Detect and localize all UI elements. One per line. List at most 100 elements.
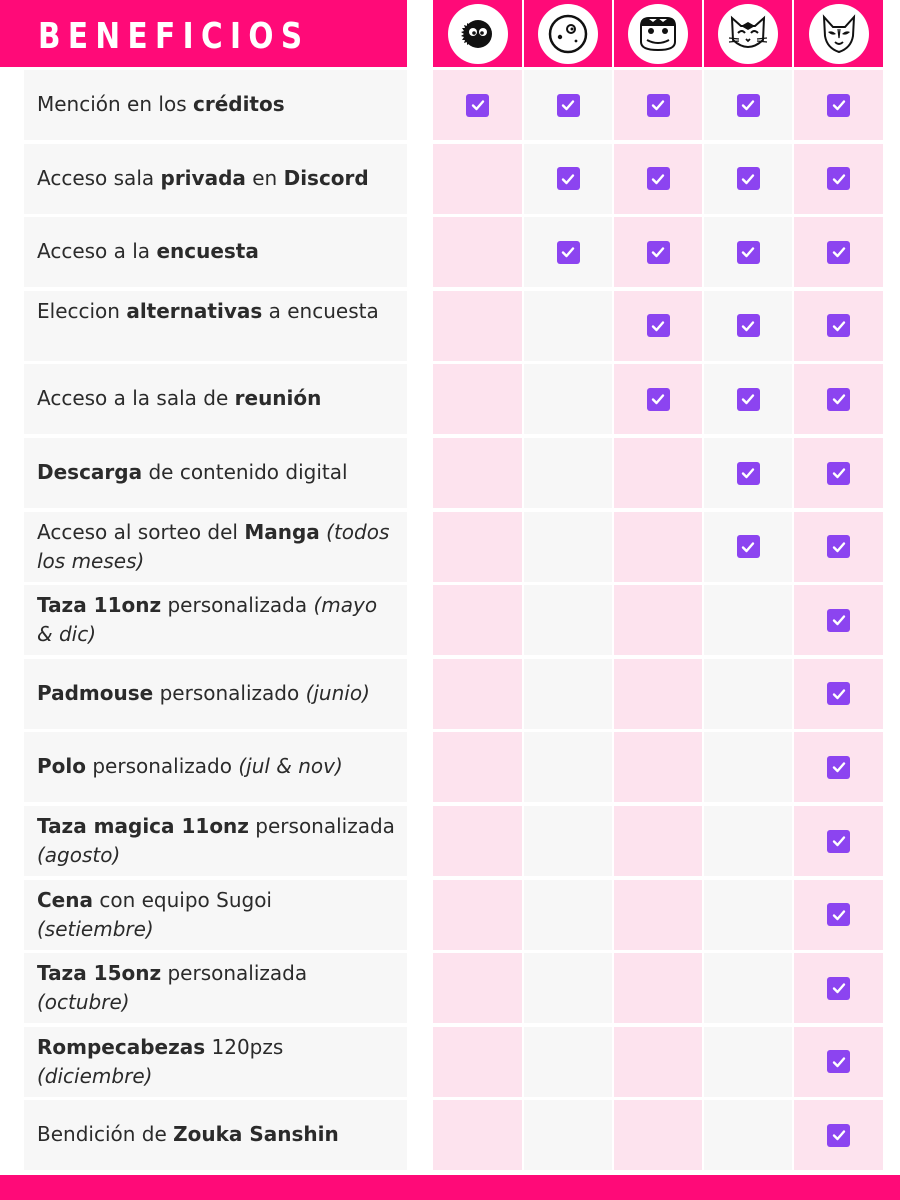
tier-cell <box>794 1100 883 1171</box>
tier-cell <box>704 1100 792 1171</box>
benefit-text-part: Zouka Sanshin <box>173 1122 339 1147</box>
tier-cell <box>704 511 792 582</box>
tier-cell <box>524 438 612 508</box>
tier-cell <box>433 364 522 435</box>
tier-cell <box>614 143 702 214</box>
benefit-text-part: alternativas <box>126 298 263 323</box>
tier-cell <box>524 1026 612 1097</box>
checkbox-checked-icon <box>736 314 760 338</box>
tier-cell <box>614 732 702 803</box>
checkbox-checked-icon <box>827 240 850 264</box>
tier-cell <box>794 585 883 656</box>
tier-cell <box>794 953 883 1024</box>
tier-cell <box>433 806 522 876</box>
benefit-text-part: Descarga <box>37 460 143 484</box>
benefit-text: Acceso al sorteo del Manga (todos los me… <box>37 518 395 576</box>
checkbox-checked-icon <box>466 93 489 117</box>
tier-cell <box>794 658 883 729</box>
tier-cell <box>704 879 792 950</box>
benefit-text-part: Taza magica 11onz <box>37 814 249 838</box>
benefit-text: Acceso a la sala de reunión <box>37 384 395 413</box>
tier-cell <box>433 658 522 729</box>
tier-cell <box>794 364 883 435</box>
tier-cell <box>433 217 522 288</box>
benefit-text: Taza 11onz personalizada (mayo & dic) <box>37 591 395 649</box>
tier-cell <box>524 585 612 656</box>
checkbox-checked-icon <box>646 167 670 191</box>
tier-cell <box>614 217 702 288</box>
checkbox-checked-icon <box>646 387 670 411</box>
tier-cell <box>614 438 702 508</box>
benefit-text-part: Acceso sala <box>37 165 161 190</box>
benefit-row-label: Acceso al sorteo del Manga (todos los me… <box>24 511 407 582</box>
tier-cell <box>704 585 792 656</box>
checkbox-checked-icon <box>736 387 760 411</box>
benefit-row-label: Acceso a la sala de reunión <box>24 364 407 435</box>
tier-cell <box>794 806 883 876</box>
tier-cell <box>704 806 792 876</box>
benefit-text: Taza magica 11onz personalizada (agosto) <box>37 812 395 870</box>
checkbox-checked-icon <box>646 314 670 338</box>
tier-cell <box>794 879 883 950</box>
benefit-row-label: Mención en los créditos <box>24 70 407 140</box>
frog-face-icon <box>628 4 688 64</box>
checkbox-checked-icon <box>827 755 850 779</box>
tier-cell <box>433 1100 522 1171</box>
benefit-text-part: Acceso a la sala de <box>37 386 235 411</box>
tier-cell <box>794 217 883 288</box>
benefit-text-part: (jul & nov) <box>238 754 343 779</box>
tier-cell <box>524 1100 612 1171</box>
checkbox-checked-icon <box>556 240 580 264</box>
benefit-text-part: (octubre) <box>37 990 130 1015</box>
checkbox-checked-icon <box>827 682 850 706</box>
benefit-text: Polo personalizado (jul & nov) <box>37 752 395 781</box>
benefit-text-part: (agosto) <box>37 843 121 867</box>
benefit-text: Padmouse personalizado (junio) <box>37 679 395 708</box>
benefit-row-label: Cena con equipo Sugoi (setiembre) <box>24 879 407 950</box>
tier-cell <box>614 806 702 876</box>
tier-cell <box>614 70 702 140</box>
benefit-row-label: Rompecabezas 120pzs (diciembre) <box>24 1026 407 1097</box>
tier-cell <box>704 953 792 1024</box>
benefit-row-label: Acceso a la encuesta <box>24 217 407 288</box>
benefit-text-part: personalizada <box>161 961 308 986</box>
tier-cell <box>433 879 522 950</box>
tier-cell <box>433 1026 522 1097</box>
tier-cell <box>794 290 883 361</box>
checkbox-checked-icon <box>646 240 670 264</box>
benefit-text-part: Acceso a la <box>37 239 157 264</box>
checkbox-checked-icon <box>736 535 760 559</box>
benefit-text-part: Bendición de <box>37 1122 174 1147</box>
checkbox-checked-icon <box>827 314 850 338</box>
benefit-text-part: Acceso al sorteo del <box>37 519 245 544</box>
tier-cell <box>614 1026 702 1097</box>
benefit-text-part: personalizada <box>161 593 314 618</box>
tier-cell <box>704 70 792 140</box>
benefit-text: Rompecabezas 120pzs (diciembre) <box>37 1033 395 1091</box>
benefit-text-part: (todos los meses) <box>37 519 390 573</box>
checkbox-checked-icon <box>556 93 580 117</box>
checkbox-checked-icon <box>827 1050 850 1074</box>
tier-cell <box>794 511 883 582</box>
benefit-text-part: privada <box>160 165 246 190</box>
bottom-bar <box>0 1175 900 1200</box>
benefit-text-part: Rompecabezas <box>37 1034 206 1059</box>
tier-cell <box>614 953 702 1024</box>
benefit-text-part: Taza 11onz <box>37 593 162 618</box>
benefit-text-part: de contenido digital <box>142 460 348 484</box>
benefit-text-part: (setiembre) <box>37 916 154 941</box>
benefit-text-part: Eleccion <box>37 298 127 323</box>
checkbox-checked-icon <box>827 608 850 632</box>
tier-cell <box>524 806 612 876</box>
benefit-row-label: Descarga de contenido digital <box>24 438 407 508</box>
benefit-text-part: Manga <box>244 519 320 544</box>
tier-cell <box>704 732 792 803</box>
kitsune-mask-icon <box>808 4 869 64</box>
checkbox-checked-icon <box>556 167 580 191</box>
benefit-text: Acceso sala privada en Discord <box>37 164 395 193</box>
benefit-text-part: Mención en los <box>37 92 193 116</box>
benefit-text: Taza 15onz personalizada (octubre) <box>37 959 395 1017</box>
tier-cell <box>614 364 702 435</box>
tier-cell <box>794 143 883 214</box>
benefit-text-part: Padmouse <box>37 680 154 705</box>
